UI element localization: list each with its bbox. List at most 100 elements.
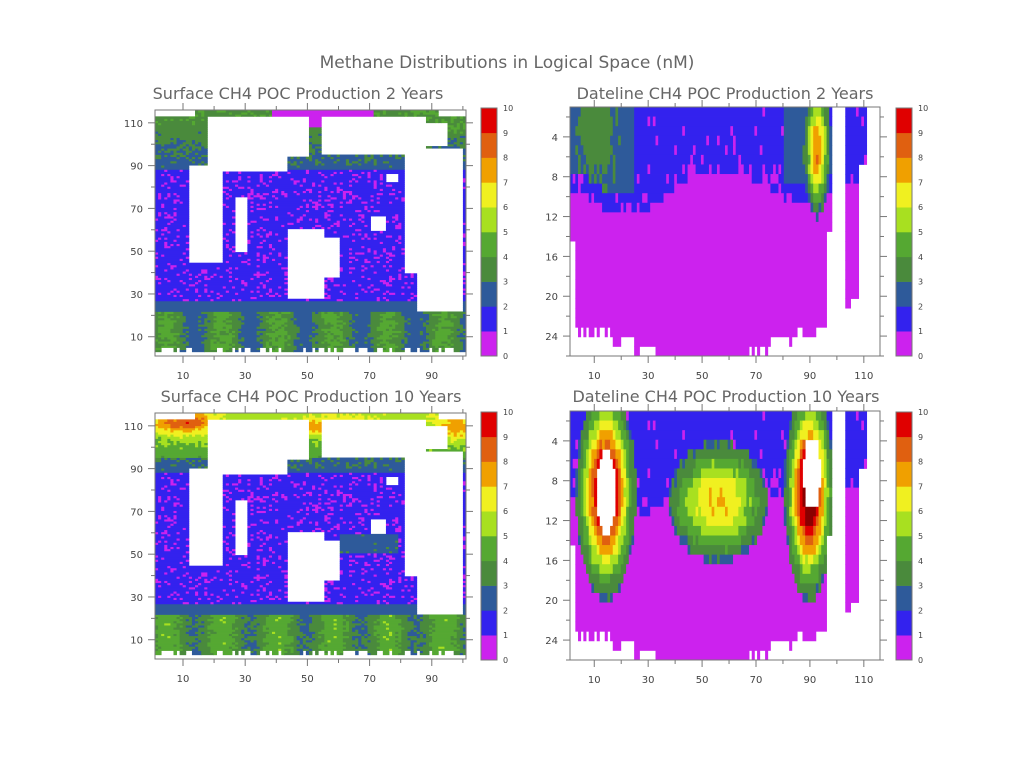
- heatmap-cell-run: [228, 343, 233, 346]
- heatmap-cell-run: [413, 296, 418, 300]
- heatmap-cell-run: [238, 171, 242, 175]
- heatmap-cell-run: [155, 546, 165, 550]
- heatmap-cell-run: [352, 233, 356, 236]
- heatmap-cell-run: [296, 510, 301, 514]
- heatmap-cell-run: [462, 307, 467, 310]
- heatmap-cell-run: [459, 339, 467, 342]
- heatmap-cell-run: [225, 179, 230, 183]
- heatmap-cell-run: [268, 521, 276, 524]
- heatmap-cell-run: [308, 434, 322, 437]
- heatmap-cell-run: [225, 482, 230, 486]
- heatmap-cell-run: [155, 160, 171, 164]
- heatmap-cell-run: [462, 182, 467, 185]
- heatmap-cell-run: [241, 317, 245, 321]
- heatmap-cell-run: [155, 309, 418, 312]
- heatmap-cell-run: [413, 646, 433, 649]
- heatmap-cell-run: [155, 196, 159, 200]
- heatmap-cell-run: [185, 332, 205, 336]
- heatmap-cell-run: [228, 228, 233, 232]
- heatmap-cell-run: [419, 616, 430, 620]
- heatmap-cell-run: [167, 440, 174, 444]
- heatmap-cell-run: [330, 330, 344, 334]
- heatmap-cell-run: [456, 143, 467, 147]
- heatmap-cell-run: [278, 616, 282, 620]
- heatmap-cell-run: [198, 620, 202, 624]
- heatmap-cell-run: [441, 326, 464, 329]
- heatmap-cell-run: [247, 565, 251, 569]
- heatmap-cell-run: [342, 292, 347, 295]
- heatmap-cell-run: [188, 642, 193, 645]
- heatmap-cell-run: [170, 150, 174, 153]
- heatmap-cell-run: [607, 164, 614, 175]
- heatmap-cell-run: [173, 510, 177, 514]
- heatmap-cell-run: [324, 627, 334, 630]
- heatmap-cell-run: [299, 508, 304, 511]
- heatmap-cell-run: [198, 110, 205, 113]
- heatmap-cell-run: [324, 489, 328, 492]
- heatmap-cell-run: [342, 218, 347, 221]
- heatmap-cell-run: [395, 277, 399, 281]
- heatmap-cell-run: [173, 218, 177, 221]
- heatmap-cell-run: [404, 286, 408, 289]
- heatmap-cell-run: [275, 258, 288, 261]
- heatmap-cell-run: [373, 461, 378, 465]
- heatmap-cell-run: [327, 279, 331, 283]
- heatmap-cell-run: [358, 463, 365, 467]
- heatmap-cell-run: [170, 635, 181, 639]
- heatmap-cell-run: [462, 540, 467, 543]
- heatmap-cell-run: [228, 279, 233, 283]
- heatmap-cell-run: [348, 324, 368, 327]
- heatmap-cell-run: [333, 506, 405, 509]
- heatmap-cell-run: [256, 275, 261, 278]
- heatmap-cell-run: [382, 264, 387, 268]
- heatmap-cell-run: [176, 567, 258, 571]
- heatmap-cell-run: [176, 591, 187, 594]
- heatmap-cell-run: [293, 482, 301, 486]
- heatmap-cell-run: [268, 478, 273, 482]
- heatmap-cell-run: [155, 241, 165, 244]
- heatmap-cell-run: [161, 580, 165, 584]
- heatmap-cell-run: [398, 519, 405, 522]
- heatmap-cell-run: [807, 107, 811, 117]
- heatmap-cell-run: [170, 442, 174, 446]
- heatmap-cell-run: [419, 625, 430, 628]
- heatmap-cell-run: [364, 252, 375, 255]
- heatmap-cell-run: [373, 482, 378, 486]
- heatmap-cell-run: [315, 461, 319, 465]
- heatmap-cell-run: [253, 192, 258, 196]
- heatmap-cell-run: [404, 281, 408, 285]
- heatmap-cell-run: [802, 154, 809, 165]
- heatmap-cell-run: [272, 252, 279, 255]
- heatmap-cell-run: [182, 620, 193, 624]
- heatmap-cell-run: [155, 510, 174, 514]
- heatmap-cell-run: [348, 461, 359, 465]
- heatmap-cell-run: [207, 271, 230, 274]
- heatmap-cell-run: [327, 457, 331, 461]
- heatmap-cell-run: [173, 150, 177, 153]
- heatmap-cell-run: [161, 205, 165, 208]
- heatmap-cell-run: [305, 633, 313, 637]
- heatmap-cell-run: [435, 345, 439, 348]
- heatmap-cell-run: [259, 264, 288, 268]
- colorbar-swatch: [481, 108, 497, 134]
- heatmap-cell-run: [308, 171, 319, 175]
- heatmap-cell-run: [216, 110, 227, 113]
- heatmap-cell-run: [401, 241, 405, 244]
- heatmap-cell-run: [425, 330, 436, 334]
- heatmap-cell-run: [312, 620, 325, 624]
- heatmap-cell-run: [256, 629, 264, 632]
- heatmap-cell-run: [155, 438, 162, 441]
- heatmap-cell-run: [265, 620, 291, 624]
- heatmap-cell-run: [602, 174, 614, 185]
- heatmap-cell-run: [155, 442, 162, 446]
- heatmap-cell-run: [435, 622, 458, 626]
- heatmap-cell-run: [700, 154, 705, 165]
- heatmap-cell-run: [287, 468, 298, 471]
- heatmap-cell-run: [370, 171, 405, 175]
- heatmap-cell-run: [278, 635, 282, 639]
- heatmap-cell-run: [195, 593, 199, 596]
- heatmap-cell-run: [342, 593, 365, 596]
- colorbar-swatch: [481, 281, 497, 307]
- heatmap-cell-run: [823, 154, 830, 165]
- heatmap-cell-run: [781, 126, 785, 137]
